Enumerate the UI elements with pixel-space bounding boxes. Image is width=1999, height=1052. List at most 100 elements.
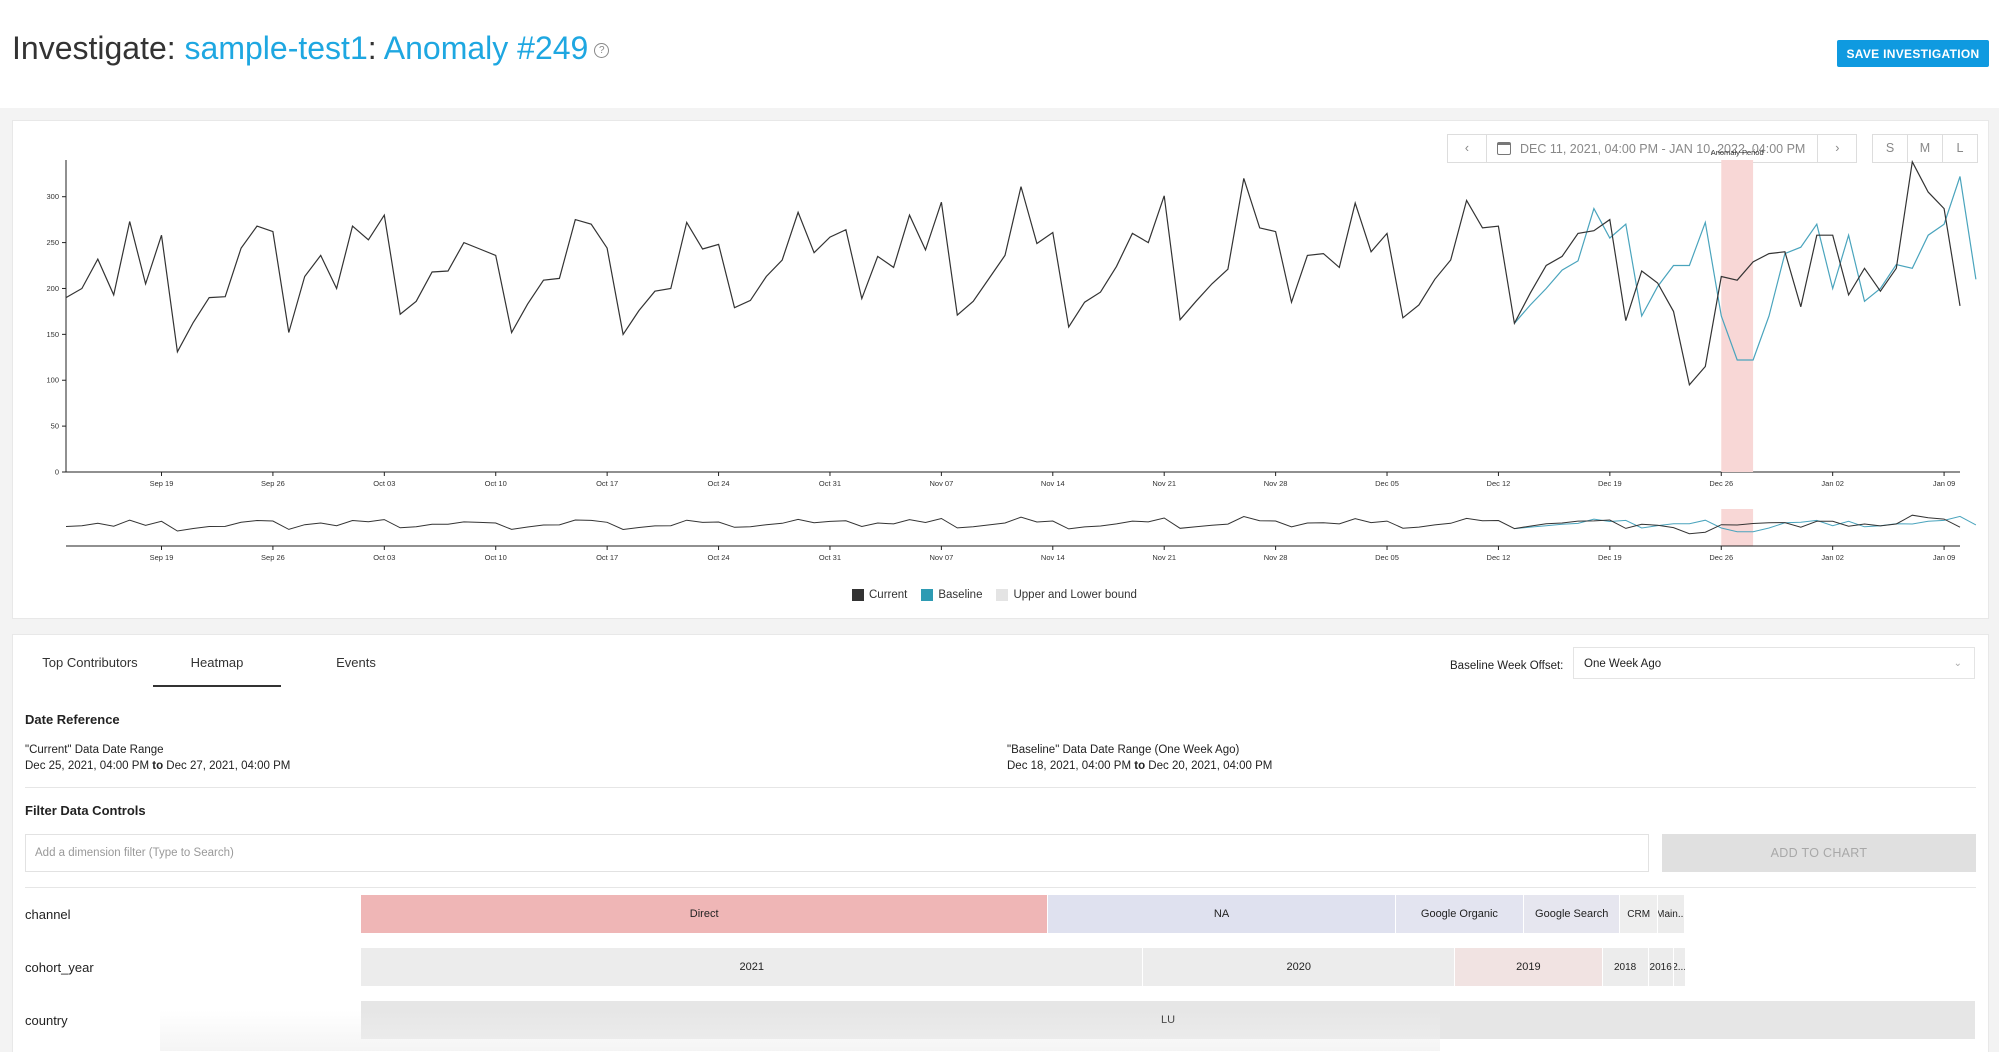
legend-swatch-baseline — [921, 589, 934, 601]
y-tick-label: 100 — [46, 376, 59, 385]
baseline-end: Dec 20, 2021, 04:00 PM — [1148, 760, 1273, 772]
chevron-down-icon: ⌄ — [1953, 658, 1962, 669]
date-range-field[interactable]: DEC 11, 2021, 04:00 PM - JAN 10, 2022, 0… — [1487, 142, 1817, 156]
x-tick-label: Sep 19 — [150, 479, 174, 488]
help-icon[interactable]: ? — [594, 43, 610, 59]
overview-x-tick-label: Oct 17 — [596, 553, 618, 562]
current-to: to — [152, 760, 164, 772]
current-range-title: "Current" Data Date Range — [25, 744, 164, 756]
heatmap-cell[interactable]: CRM — [1620, 895, 1658, 933]
x-tick-label: Oct 17 — [596, 479, 618, 488]
overview-x-tick-label: Dec 26 — [1709, 553, 1733, 562]
page-title: Investigate: sample-test1: Anomaly #249? — [12, 30, 610, 67]
baseline-range-title: "Baseline" Data Date Range (One Week Ago… — [1007, 744, 1240, 756]
heatmap-dimension-label: channel — [25, 907, 71, 922]
heatmap-cell[interactable]: 2020 — [1143, 948, 1456, 986]
add-to-chart-button[interactable]: ADD TO CHART — [1662, 834, 1976, 872]
divider — [25, 887, 1976, 888]
overview-x-tick-label: Nov 21 — [1152, 553, 1176, 562]
x-tick-label: Oct 31 — [819, 479, 841, 488]
overview-x-tick-label: Dec 05 — [1375, 553, 1399, 562]
divider — [25, 787, 1976, 788]
y-tick-label: 300 — [46, 192, 59, 201]
heatmap-cell[interactable]: 2016 — [1648, 948, 1674, 986]
overview-x-tick-label: Oct 10 — [485, 553, 507, 562]
size-s-button[interactable]: S — [1885, 141, 1895, 155]
date-range-picker: ‹ DEC 11, 2021, 04:00 PM - JAN 10, 2022,… — [1447, 134, 1858, 163]
size-l-button[interactable]: L — [1942, 135, 1977, 162]
x-tick-label: Oct 10 — [485, 479, 507, 488]
baseline-offset-select[interactable]: One Week Ago ⌄ — [1573, 647, 1975, 679]
overview-x-tick-label: Dec 12 — [1487, 553, 1511, 562]
analysis-panel: Top Contributors Heatmap Events Baseline… — [12, 634, 1989, 1052]
heatmap-cell[interactable]: 2021 — [361, 948, 1144, 986]
baseline-range-dates: Dec 18, 2021, 04:00 PM to Dec 20, 2021, … — [1007, 758, 1272, 774]
heatmap-cell[interactable]: Google Search — [1524, 895, 1621, 933]
overview-current-line — [65, 514, 1961, 535]
prev-range-button[interactable]: ‹ — [1448, 135, 1487, 162]
bottom-fade — [160, 1010, 1440, 1051]
tab-heatmap[interactable]: Heatmap — [153, 655, 281, 687]
baseline-offset-label: Baseline Week Offset: — [1450, 660, 1564, 672]
x-tick-label: Sep 26 — [261, 479, 285, 488]
overview-x-tick-label: Dec 19 — [1598, 553, 1622, 562]
date-reference-heading: Date Reference — [25, 712, 120, 727]
title-prefix: Investigate: — [12, 30, 185, 66]
legend-item-current[interactable]: Current — [852, 589, 907, 601]
heatmap-cell[interactable]: NA — [1048, 895, 1396, 933]
overview-x-tick-label: Oct 03 — [373, 553, 395, 562]
legend-label-baseline: Baseline — [938, 589, 983, 601]
y-tick-label: 200 — [46, 284, 59, 293]
legend-label-bounds: Upper and Lower bound — [1013, 589, 1137, 601]
heatmap-dimension-label: country — [25, 1013, 68, 1028]
legend-item-bounds[interactable]: Upper and Lower bound — [996, 589, 1137, 601]
x-tick-label: Oct 03 — [373, 479, 395, 488]
overview-x-tick-label: Jan 02 — [1821, 553, 1844, 562]
timeseries-chart[interactable]: 0 50 100 150 200 250 300 Anomaly Period Sep 19 Se… — [13, 121, 1988, 581]
x-tick-label: Dec 05 — [1375, 479, 1399, 488]
x-tick-label: Dec 26 — [1709, 479, 1733, 488]
tab-top-contributors[interactable]: Top Contributors — [42, 655, 138, 670]
heatmap-cell[interactable]: 2... — [1673, 948, 1686, 986]
current-start: Dec 25, 2021, 04:00 PM — [25, 760, 150, 772]
anomaly-link[interactable]: Anomaly #249 — [383, 30, 589, 66]
x-tick-label: Dec 19 — [1598, 479, 1622, 488]
tab-events[interactable]: Events — [336, 655, 376, 670]
current-series-line — [65, 159, 1961, 387]
overview-x-tick-label: Oct 31 — [819, 553, 841, 562]
next-range-button[interactable]: › — [1817, 135, 1856, 162]
baseline-date-range: "Baseline" Data Date Range (One Week Ago… — [1007, 742, 1272, 774]
anomaly-label: Anomaly Period — [1711, 148, 1764, 157]
current-end: Dec 27, 2021, 04:00 PM — [166, 760, 291, 772]
overview-x-tick-label: Sep 19 — [150, 553, 174, 562]
y-tick-label: 0 — [55, 468, 59, 477]
dimension-filter-input[interactable] — [25, 834, 1649, 872]
heatmap-cell[interactable]: 2018 — [1602, 948, 1649, 986]
baseline-to: to — [1134, 760, 1146, 772]
filter-heading: Filter Data Controls — [25, 803, 146, 818]
size-m-button[interactable]: M — [1907, 135, 1942, 162]
legend-item-baseline[interactable]: Baseline — [921, 589, 982, 601]
heatmap-row-cohort-year: cohort_year 202120202019201820162... — [25, 942, 1976, 994]
heatmap-cell[interactable]: 2019 — [1455, 948, 1603, 986]
dataset-link[interactable]: sample-test1 — [184, 30, 368, 66]
heatmap-cell[interactable]: Direct — [361, 895, 1049, 933]
overview-x-tick-label: Jan 09 — [1933, 553, 1956, 562]
heatmap-cell[interactable]: Main... — [1658, 895, 1686, 933]
current-date-range: "Current" Data Date Range Dec 25, 2021, … — [25, 742, 290, 774]
y-tick-label: 50 — [51, 422, 59, 431]
legend-swatch-current — [852, 589, 864, 601]
x-tick-label: Oct 24 — [708, 479, 730, 488]
overview-x-tick-label: Oct 24 — [708, 553, 730, 562]
overview-x-tick-label: Nov 07 — [929, 553, 953, 562]
overview-x-tick-label: Nov 28 — [1264, 553, 1288, 562]
x-tick-label: Nov 28 — [1264, 479, 1288, 488]
heatmap-cell[interactable]: Google Organic — [1395, 895, 1525, 933]
overview-x-tick-label: Sep 26 — [261, 553, 285, 562]
legend-swatch-bounds — [996, 589, 1009, 601]
save-investigation-button[interactable]: SAVE INVESTIGATION — [1837, 40, 1989, 67]
chart-legend: Current Baseline Upper and Lower bound — [852, 589, 1137, 601]
x-tick-label: Nov 14 — [1041, 479, 1065, 488]
x-tick-label: Nov 21 — [1152, 479, 1176, 488]
overview-x-tick-label: Nov 14 — [1041, 553, 1065, 562]
